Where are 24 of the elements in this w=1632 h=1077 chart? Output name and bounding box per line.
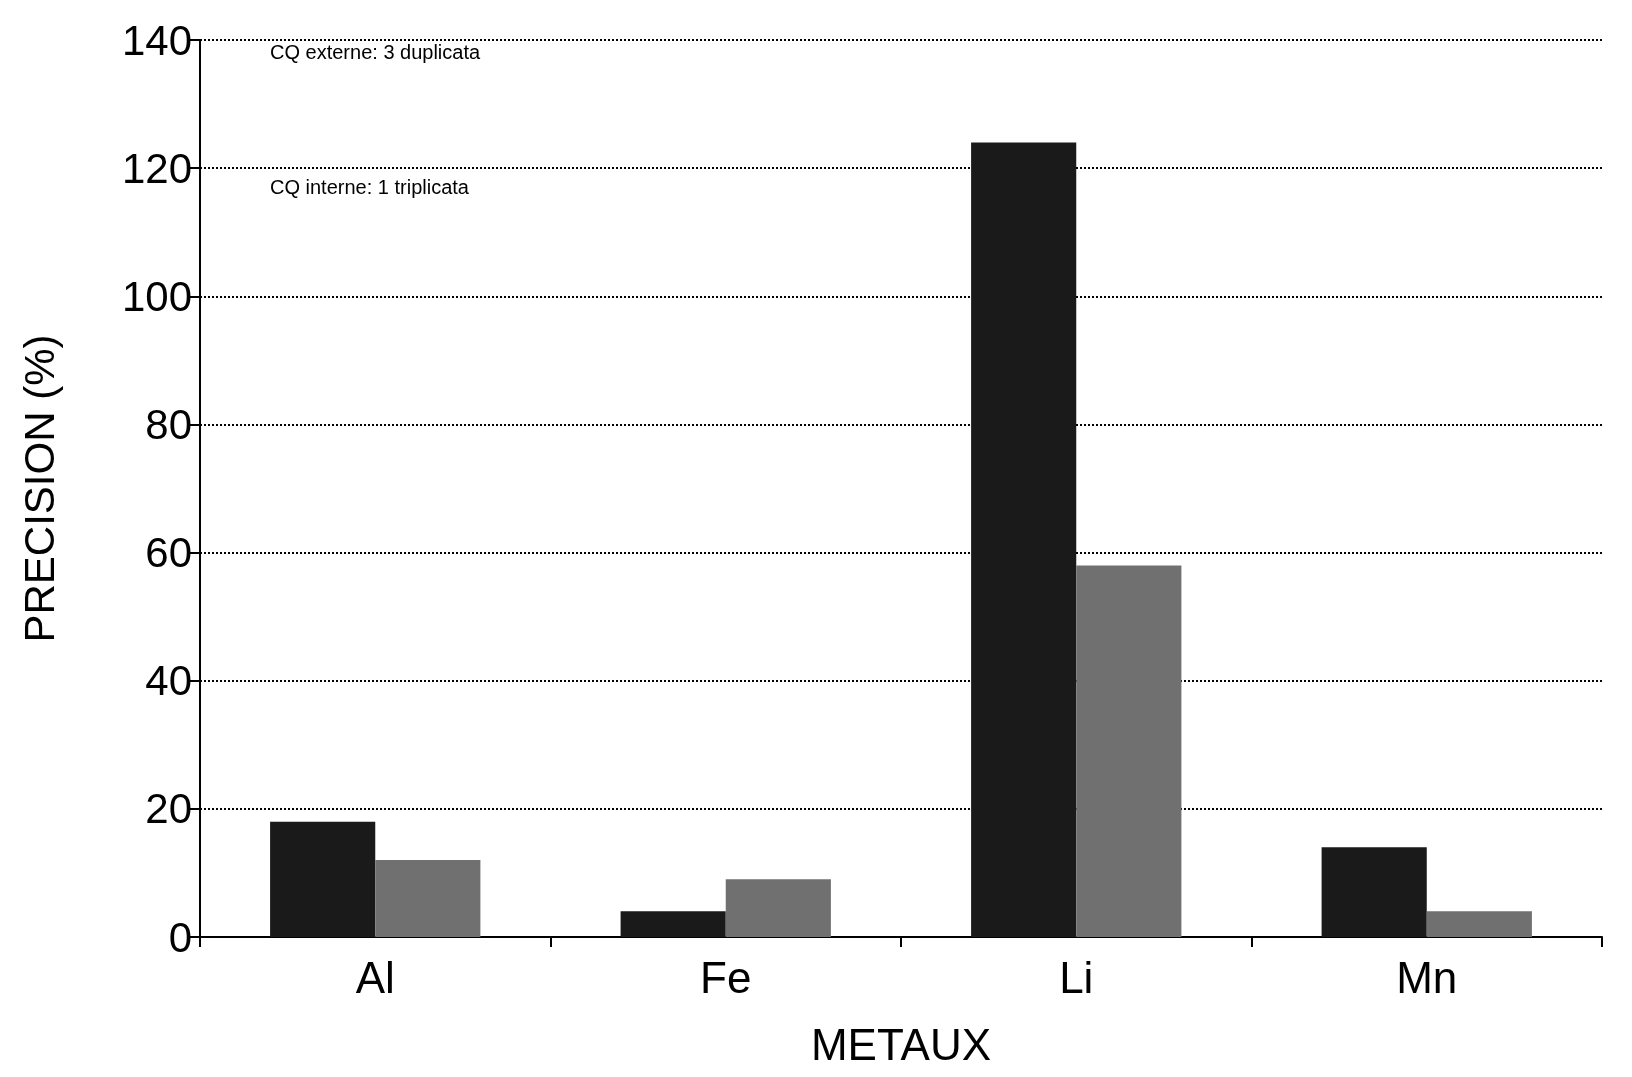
bar bbox=[1426, 911, 1532, 937]
y-axis-title: PRECISION (%) bbox=[15, 334, 63, 643]
bar bbox=[725, 879, 831, 937]
y-tick-label: 60 bbox=[145, 529, 192, 577]
bar bbox=[270, 821, 376, 937]
bar bbox=[1321, 847, 1427, 937]
bar bbox=[620, 911, 726, 937]
x-tick-label: Fe bbox=[700, 952, 752, 1002]
y-tick-label: 120 bbox=[121, 144, 192, 192]
y-tick-label: 0 bbox=[168, 913, 192, 961]
y-tick-label: 20 bbox=[145, 785, 192, 833]
y-tick-label: 140 bbox=[121, 16, 192, 64]
y-tick-label: 100 bbox=[121, 272, 192, 320]
x-tick-label: Li bbox=[1059, 952, 1094, 1002]
y-tick-label: 40 bbox=[145, 657, 192, 705]
y-tick-label: 80 bbox=[145, 400, 192, 448]
bar bbox=[375, 860, 481, 937]
annotation: CQ externe: 3 duplicata bbox=[270, 41, 481, 63]
bar bbox=[1076, 565, 1182, 937]
x-axis-title: METAUX bbox=[810, 1019, 992, 1069]
x-tick-label: Al bbox=[355, 952, 395, 1002]
x-tick-label: Mn bbox=[1396, 952, 1458, 1002]
annotation: CQ interne: 1 triplicata bbox=[270, 176, 470, 198]
bar bbox=[971, 142, 1077, 937]
